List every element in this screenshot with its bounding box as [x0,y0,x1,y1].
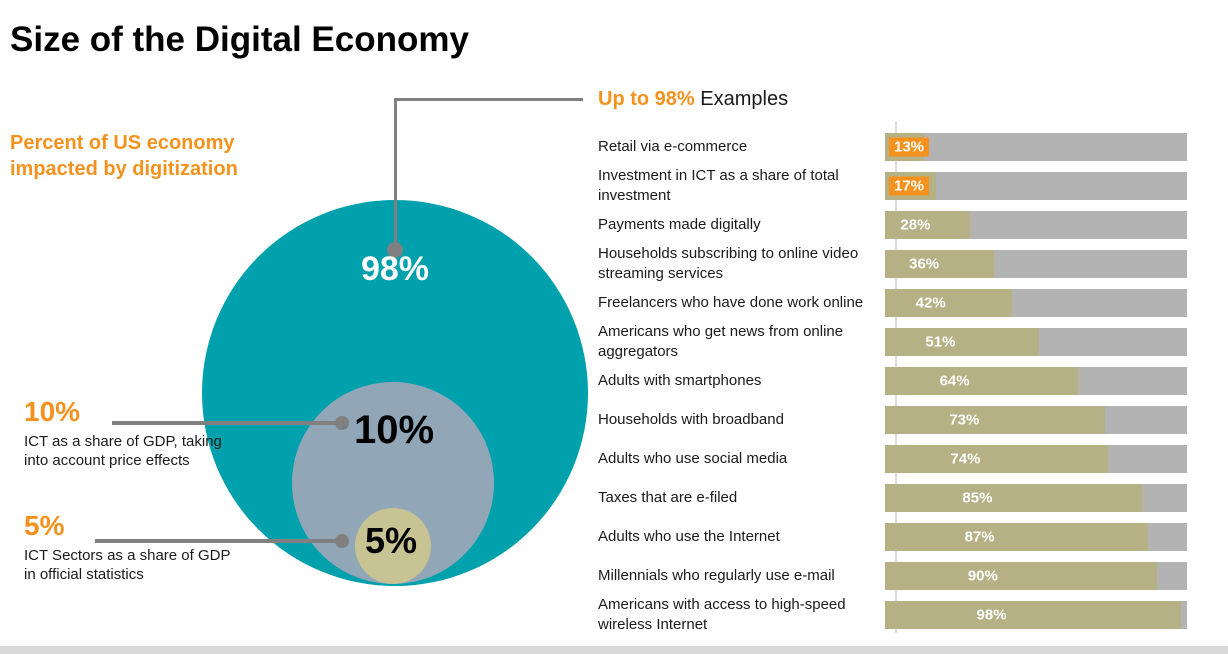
bar-value-label: 85% [962,489,993,506]
connector-line-10 [112,421,342,425]
annotation-10pct-description: ICT as a share of GDP, taking into accou… [24,433,222,469]
left-subtitle: Percent of US economy impacted by digiti… [10,132,238,180]
bar-value-label: 51% [925,333,956,350]
connector-line-98-horizontal [394,98,583,101]
example-label: Payments made digitally [598,215,761,233]
connector-dot-5 [335,534,349,548]
connector-dot-10 [335,416,349,430]
bar-value-label: 42% [915,294,946,311]
bar-track: 17% [885,171,1187,200]
example-row: Payments made digitally 28% [585,205,1215,244]
bar-fill [885,405,1106,434]
bar-track: 87% [885,522,1187,551]
examples-header: Up to 98% Examples [598,88,788,111]
inner-circle-label: 5% [364,520,418,561]
example-label: Taxes that are e-filed [598,488,738,506]
bar-track: 85% [885,483,1187,512]
bar-track: 36% [885,249,1187,278]
bar-fill [885,210,970,239]
example-label: Households with broadband [598,410,784,428]
bar-fill [885,561,1157,590]
connector-line-98-vertical [394,98,397,251]
example-row: Adults who use social media 74% [585,439,1215,478]
bar-fill [885,288,1012,317]
bar-fill [885,366,1079,395]
example-row: Households subscribing to online video s… [585,244,1215,283]
bar-value-label: 74% [950,450,981,467]
inner-circle-5 [355,508,431,584]
bar-track: 51% [885,327,1187,356]
bar-value-label: 28% [900,216,931,233]
bar-track: 73% [885,405,1187,434]
bar-value-label: 17% [889,176,930,195]
bar-value-label: 36% [909,255,940,272]
example-row: Investment in ICT as a share of total in… [585,166,1215,205]
annotation-5pct-description: ICT Sectors as a share of GDP in officia… [24,547,231,583]
example-label: Households subscribing to online video s… [598,244,859,282]
example-row: Taxes that are e-filed 85% [585,478,1215,517]
bar-fill [885,327,1040,356]
bottom-strip [0,646,1228,654]
examples-header-highlight: Up to 98% [598,88,695,110]
example-row: Adults with smartphones 64% [585,361,1215,400]
example-row: Americans with access to high-speed wire… [585,595,1215,634]
bar-value-label: 13% [889,137,930,156]
example-row: Freelancers who have done work online 42% [585,283,1215,322]
page-title: Size of the Digital Economy [10,20,469,59]
bar-fill [885,522,1148,551]
example-row: Adults who use the Internet 87% [585,517,1215,556]
examples-rows: Retail via e-commerce 13% Investment in IC… [585,127,1215,634]
example-label: Americans who get news from online aggre… [598,322,844,360]
annotation-5pct: 5% ICT Sectors as a share of GDP in offi… [24,512,246,584]
bar-track: 42% [885,288,1187,317]
annotation-10pct: 10% ICT as a share of GDP, taking into a… [24,398,246,470]
example-label: Millennials who regularly use e-mail [598,566,835,584]
bar-track: 64% [885,366,1187,395]
example-row: Retail via e-commerce 13% [585,127,1215,166]
example-label: Freelancers who have done work online [598,293,864,311]
bar-value-label: 73% [949,411,980,428]
bar-track: 13% [885,132,1187,161]
example-label: Adults who use social media [598,449,788,467]
bar-track: 98% [885,600,1187,629]
connector-line-5 [95,539,342,543]
example-row: Millennials who regularly use e-mail 90% [585,556,1215,595]
annotation-10pct-value: 10% [24,396,81,427]
bar-value-label: 87% [964,528,995,545]
bar-fill [885,483,1142,512]
bar-fill [885,249,994,278]
examples-header-label: Examples [700,88,789,110]
example-row: Americans who get news from online aggre… [585,322,1215,361]
example-label: Adults who use the Internet [598,527,780,545]
middle-circle-label: 10% [353,408,435,452]
bar-value-label: 90% [967,567,998,584]
bar-track: 28% [885,210,1187,239]
bar-fill [885,444,1109,473]
example-row: Households with broadband 73% [585,400,1215,439]
connector-dot-98 [387,242,403,258]
outer-circle-label: 98% [360,250,430,288]
example-label: Investment in ICT as a share of total in… [598,166,839,204]
example-label: Americans with access to high-speed wire… [598,595,846,633]
example-label: Adults with smartphones [598,371,762,389]
example-label: Retail via e-commerce [598,137,748,155]
bar-value-label: 98% [976,606,1007,623]
bar-track: 74% [885,444,1187,473]
bar-track: 90% [885,561,1187,590]
bar-value-label: 64% [939,372,970,389]
bar-fill [885,600,1181,629]
annotation-5pct-value: 5% [24,510,65,541]
